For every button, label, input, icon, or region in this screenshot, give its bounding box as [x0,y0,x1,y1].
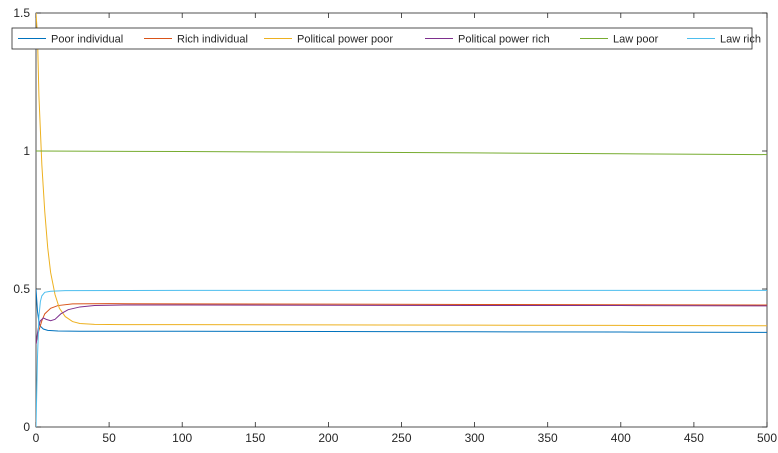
series-lines [36,13,767,427]
x-tick-label: 400 [611,431,631,445]
y-tick-label: 1 [23,144,30,158]
x-tick-label: 350 [538,431,558,445]
x-tick-label: 100 [172,431,192,445]
plot-box [35,12,768,428]
x-tick-label: 250 [391,431,411,445]
legend-label: Political power poor [297,34,393,46]
series-line-political-power-rich [36,304,767,345]
x-tick-label: 200 [318,431,338,445]
series-line-law-rich [36,289,767,427]
legend-label: Rich individual [177,34,248,46]
x-tick-label: 500 [757,431,777,445]
y-tick-label: 1.5 [13,6,30,20]
x-tick-label: 150 [245,431,265,445]
series-line-law-poor [36,150,767,156]
x-tick-label: 300 [465,431,485,445]
legend: Poor individual Rich individual Political … [11,27,761,50]
x-tick-label: 50 [102,431,116,445]
legend-label: Political power rich [458,34,550,46]
series-line-rich-individual [36,303,767,345]
legend-box [11,27,753,50]
legend-label: Law rich [720,34,761,46]
x-tick-label: 0 [33,431,40,445]
legend-label: Law poor [613,34,659,46]
x-tick-label: 450 [684,431,704,445]
y-tick-label: 0.5 [13,282,30,296]
y-tick-label: 0 [23,420,30,434]
axes: 0 50 100 150 200 250 300 350 400 450 500 0 0.5 1 1.5 [13,6,777,445]
legend-label: Poor individual [51,34,123,46]
series-line-political-power-poor [36,13,767,327]
